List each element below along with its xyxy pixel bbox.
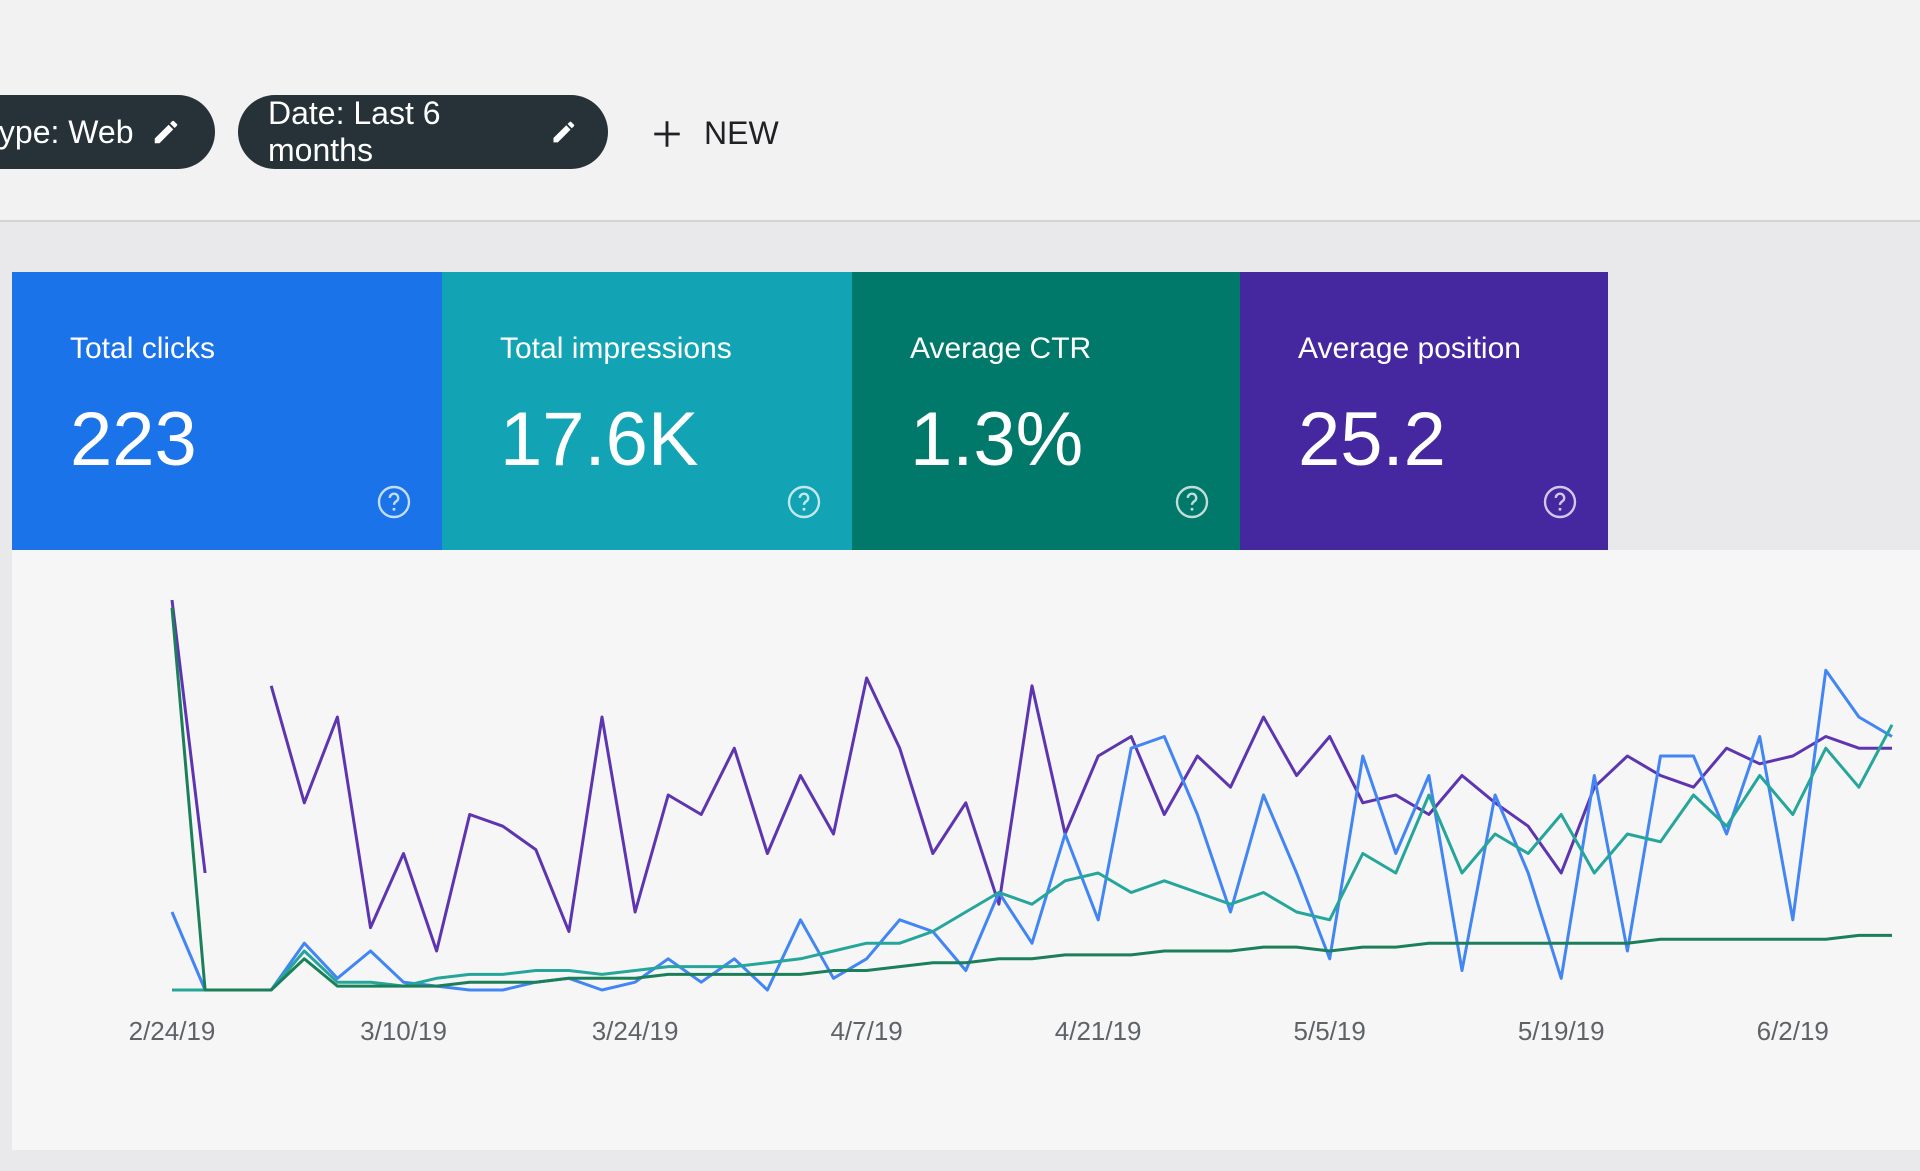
metric-value: 1.3% <box>910 397 1084 482</box>
metric-label: Total impressions <box>500 332 732 365</box>
chart-panel: 2/24/19 3/10/19 3/24/19 4/7/19 4/21/19 5/5/19… <box>12 550 1920 1150</box>
new-label: NEW <box>704 115 779 151</box>
x-tick-label: 2/24/19 <box>129 1016 216 1046</box>
metric-value: 223 <box>70 397 197 482</box>
new-button[interactable]: NEW <box>650 115 779 152</box>
help-icon[interactable] <box>376 484 412 520</box>
metric-label: Average CTR <box>910 332 1092 365</box>
metric-value: 25.2 <box>1298 397 1446 482</box>
filter-chip[interactable]: type: Web <box>0 95 215 169</box>
metric-card[interactable]: Total impressions 17.6K <box>442 272 852 550</box>
filter-label: type: Web <box>0 113 134 150</box>
metric-card[interactable]: Average position 25.2 <box>1240 272 1608 550</box>
filter-label: Date: Last 6 months <box>268 95 441 168</box>
x-tick-label: 5/5/19 <box>1294 1016 1366 1046</box>
metric-label: Total clicks <box>70 332 216 365</box>
metric-label: Average position <box>1298 332 1521 365</box>
toolbar: type: Web Date: Last 6 months NEW <box>0 0 1920 222</box>
help-icon[interactable] <box>1174 484 1210 520</box>
plus-icon <box>654 120 680 147</box>
x-tick-label: 4/21/19 <box>1055 1016 1142 1046</box>
help-icon[interactable] <box>1542 484 1578 520</box>
series-line <box>170 599 1892 953</box>
metric-cards: Total clicks 223 Total impressions 17.6K Ave… <box>12 272 1608 550</box>
series-line <box>170 607 1892 992</box>
series-line <box>172 724 1894 992</box>
metric-value: 17.6K <box>500 397 699 482</box>
x-tick-label: 4/7/19 <box>830 1016 902 1046</box>
metric-card[interactable]: Total clicks 223 <box>12 272 442 550</box>
edit-icon <box>553 121 575 143</box>
metric-card[interactable]: Average CTR 1.3% <box>852 272 1240 550</box>
x-tick-label: 6/2/19 <box>1757 1016 1829 1046</box>
series-line <box>170 668 1893 992</box>
chart: 2/24/19 3/10/19 3/24/19 4/7/19 4/21/19 5/5/19… <box>129 599 1894 1046</box>
filter-chip[interactable]: Date: Last 6 months <box>238 95 608 169</box>
x-tick-label: 3/24/19 <box>592 1016 679 1046</box>
x-tick-label: 5/19/19 <box>1518 1016 1605 1046</box>
x-tick-label: 3/10/19 <box>360 1016 447 1046</box>
help-icon[interactable] <box>786 484 822 520</box>
edit-icon <box>155 120 178 144</box>
